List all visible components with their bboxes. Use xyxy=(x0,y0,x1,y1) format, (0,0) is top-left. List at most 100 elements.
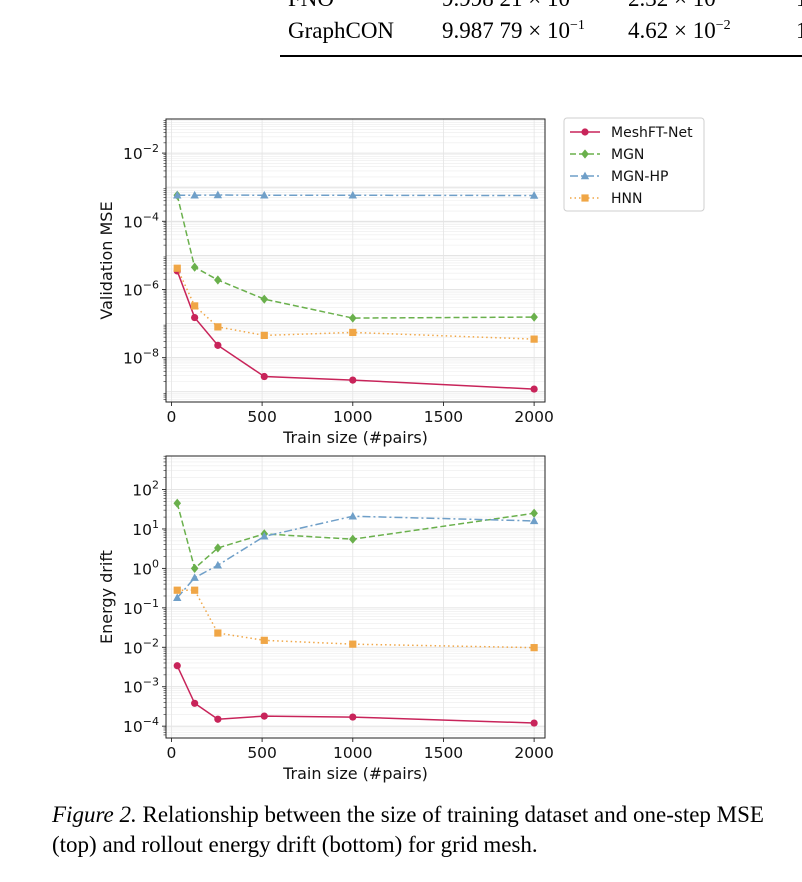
y-tick-label: 10−2 xyxy=(123,636,159,657)
y-tick-label: 100 xyxy=(132,557,159,578)
legend-label: HNN xyxy=(611,191,642,207)
data-point xyxy=(260,294,269,304)
series-hnn xyxy=(173,586,538,652)
series-line xyxy=(176,267,535,340)
series-mgn-hp xyxy=(173,511,539,601)
series-line xyxy=(176,270,535,390)
legend-marker xyxy=(581,128,589,136)
data-point xyxy=(213,560,223,569)
x-tick-label: 1500 xyxy=(424,744,463,762)
x-tick-label: 1500 xyxy=(424,408,463,426)
data-point xyxy=(530,312,538,322)
data-point xyxy=(530,719,538,727)
plot-frame xyxy=(165,118,546,403)
x-tick-label: 0 xyxy=(167,408,177,426)
data-point xyxy=(173,498,182,508)
y-tick-label: 10−1 xyxy=(123,597,159,618)
plot-frame xyxy=(165,455,546,739)
data-point xyxy=(529,191,539,199)
x-tick-label: 2000 xyxy=(514,744,553,762)
data-point xyxy=(530,385,538,393)
data-point xyxy=(213,190,223,199)
data-point xyxy=(348,534,357,544)
table-cell-value: 9.987 79 × 10−1 xyxy=(442,18,585,43)
y-axis-label: Validation MSE xyxy=(97,201,116,319)
series-line xyxy=(177,194,535,197)
data-point xyxy=(349,640,357,648)
legend-label: MGN xyxy=(611,147,644,163)
table-bottom-rule xyxy=(280,55,802,57)
data-point xyxy=(191,699,199,707)
legend-item: HNN xyxy=(570,191,642,207)
series-line xyxy=(177,589,535,649)
x-tick-label: 2000 xyxy=(514,408,553,426)
series-line xyxy=(176,665,535,724)
table-cell-value: 1 xyxy=(796,0,802,12)
data-point xyxy=(190,262,199,272)
data-point xyxy=(214,715,222,723)
legend-marker xyxy=(580,171,590,180)
data-point xyxy=(260,331,268,340)
data-point xyxy=(348,190,357,199)
caption-label: Figure 2. xyxy=(52,802,137,827)
data-point xyxy=(214,341,222,349)
legend-item: MGN xyxy=(570,147,644,163)
data-point xyxy=(214,275,222,285)
table-cell-model: FNO xyxy=(288,0,334,12)
series-mgn xyxy=(173,498,538,574)
data-point xyxy=(260,372,268,381)
data-point xyxy=(191,586,199,594)
caption-text: Relationship between the size of trainin… xyxy=(52,802,764,857)
x-axis-label: Train size (#pairs) xyxy=(282,428,428,447)
x-axis-label: Train size (#pairs) xyxy=(282,764,428,783)
chart-legend: MeshFT-Net MGN MGN-HP HNN xyxy=(563,117,705,212)
data-point xyxy=(173,264,181,272)
data-point xyxy=(349,713,357,721)
data-point xyxy=(173,662,181,670)
y-tick-label: 10−3 xyxy=(123,676,159,697)
data-point xyxy=(214,543,222,553)
data-point xyxy=(348,511,357,520)
data-point xyxy=(529,516,539,525)
legend-label: MGN-HP xyxy=(611,169,668,185)
data-point xyxy=(260,190,269,199)
x-tick-label: 1000 xyxy=(333,408,372,426)
data-point xyxy=(191,302,199,310)
figure-caption: Figure 2. Relationship between the size … xyxy=(52,800,772,860)
series-line xyxy=(176,503,535,570)
data-point xyxy=(260,636,268,644)
x-tick-label: 500 xyxy=(247,744,277,762)
y-tick-label: 101 xyxy=(132,518,159,539)
y-tick-label: 10−6 xyxy=(123,278,159,299)
data-point xyxy=(173,593,182,601)
y-tick-label: 102 xyxy=(132,479,159,500)
data-point xyxy=(214,629,222,637)
legend-item: MGN-HP xyxy=(570,169,668,185)
data-point xyxy=(173,586,181,594)
data-point xyxy=(260,712,268,720)
y-tick-label: 10−8 xyxy=(123,347,159,368)
table-cell-value: 4.62 × 10−2 xyxy=(628,18,731,43)
series-line xyxy=(176,195,535,319)
data-point xyxy=(349,328,357,337)
legend-marker xyxy=(581,149,589,159)
data-point xyxy=(349,376,357,384)
validation-mse-chart: 0 500 1000 1500 2000 10−2 10−4 10−6 10−8 Train si… xyxy=(97,118,554,447)
x-tick-label: 1000 xyxy=(333,744,372,762)
x-tick-label: 0 xyxy=(167,744,177,762)
data-point xyxy=(190,190,199,199)
legend-item: MeshFT-Net xyxy=(570,125,693,141)
energy-drift-chart: 0 500 1000 1500 2000 102 101 100 10−1 10−2 10−3 10−… xyxy=(97,455,554,783)
y-axis-label: Energy drift xyxy=(97,550,116,644)
series-mgn-hp xyxy=(173,190,539,199)
y-tick-label: 10−4 xyxy=(123,210,159,231)
data-point xyxy=(530,508,538,518)
y-tick-label: 10−2 xyxy=(123,142,159,163)
table-cell-value: 1 xyxy=(796,18,802,43)
legend-label: MeshFT-Net xyxy=(611,125,693,141)
series-line xyxy=(176,515,535,599)
x-tick-label: 500 xyxy=(247,408,277,426)
results-table-fragment: FNO 9.998 21 × 10−1 2.32 × 10−2 1 GraphC… xyxy=(280,0,802,60)
data-point xyxy=(173,190,182,199)
